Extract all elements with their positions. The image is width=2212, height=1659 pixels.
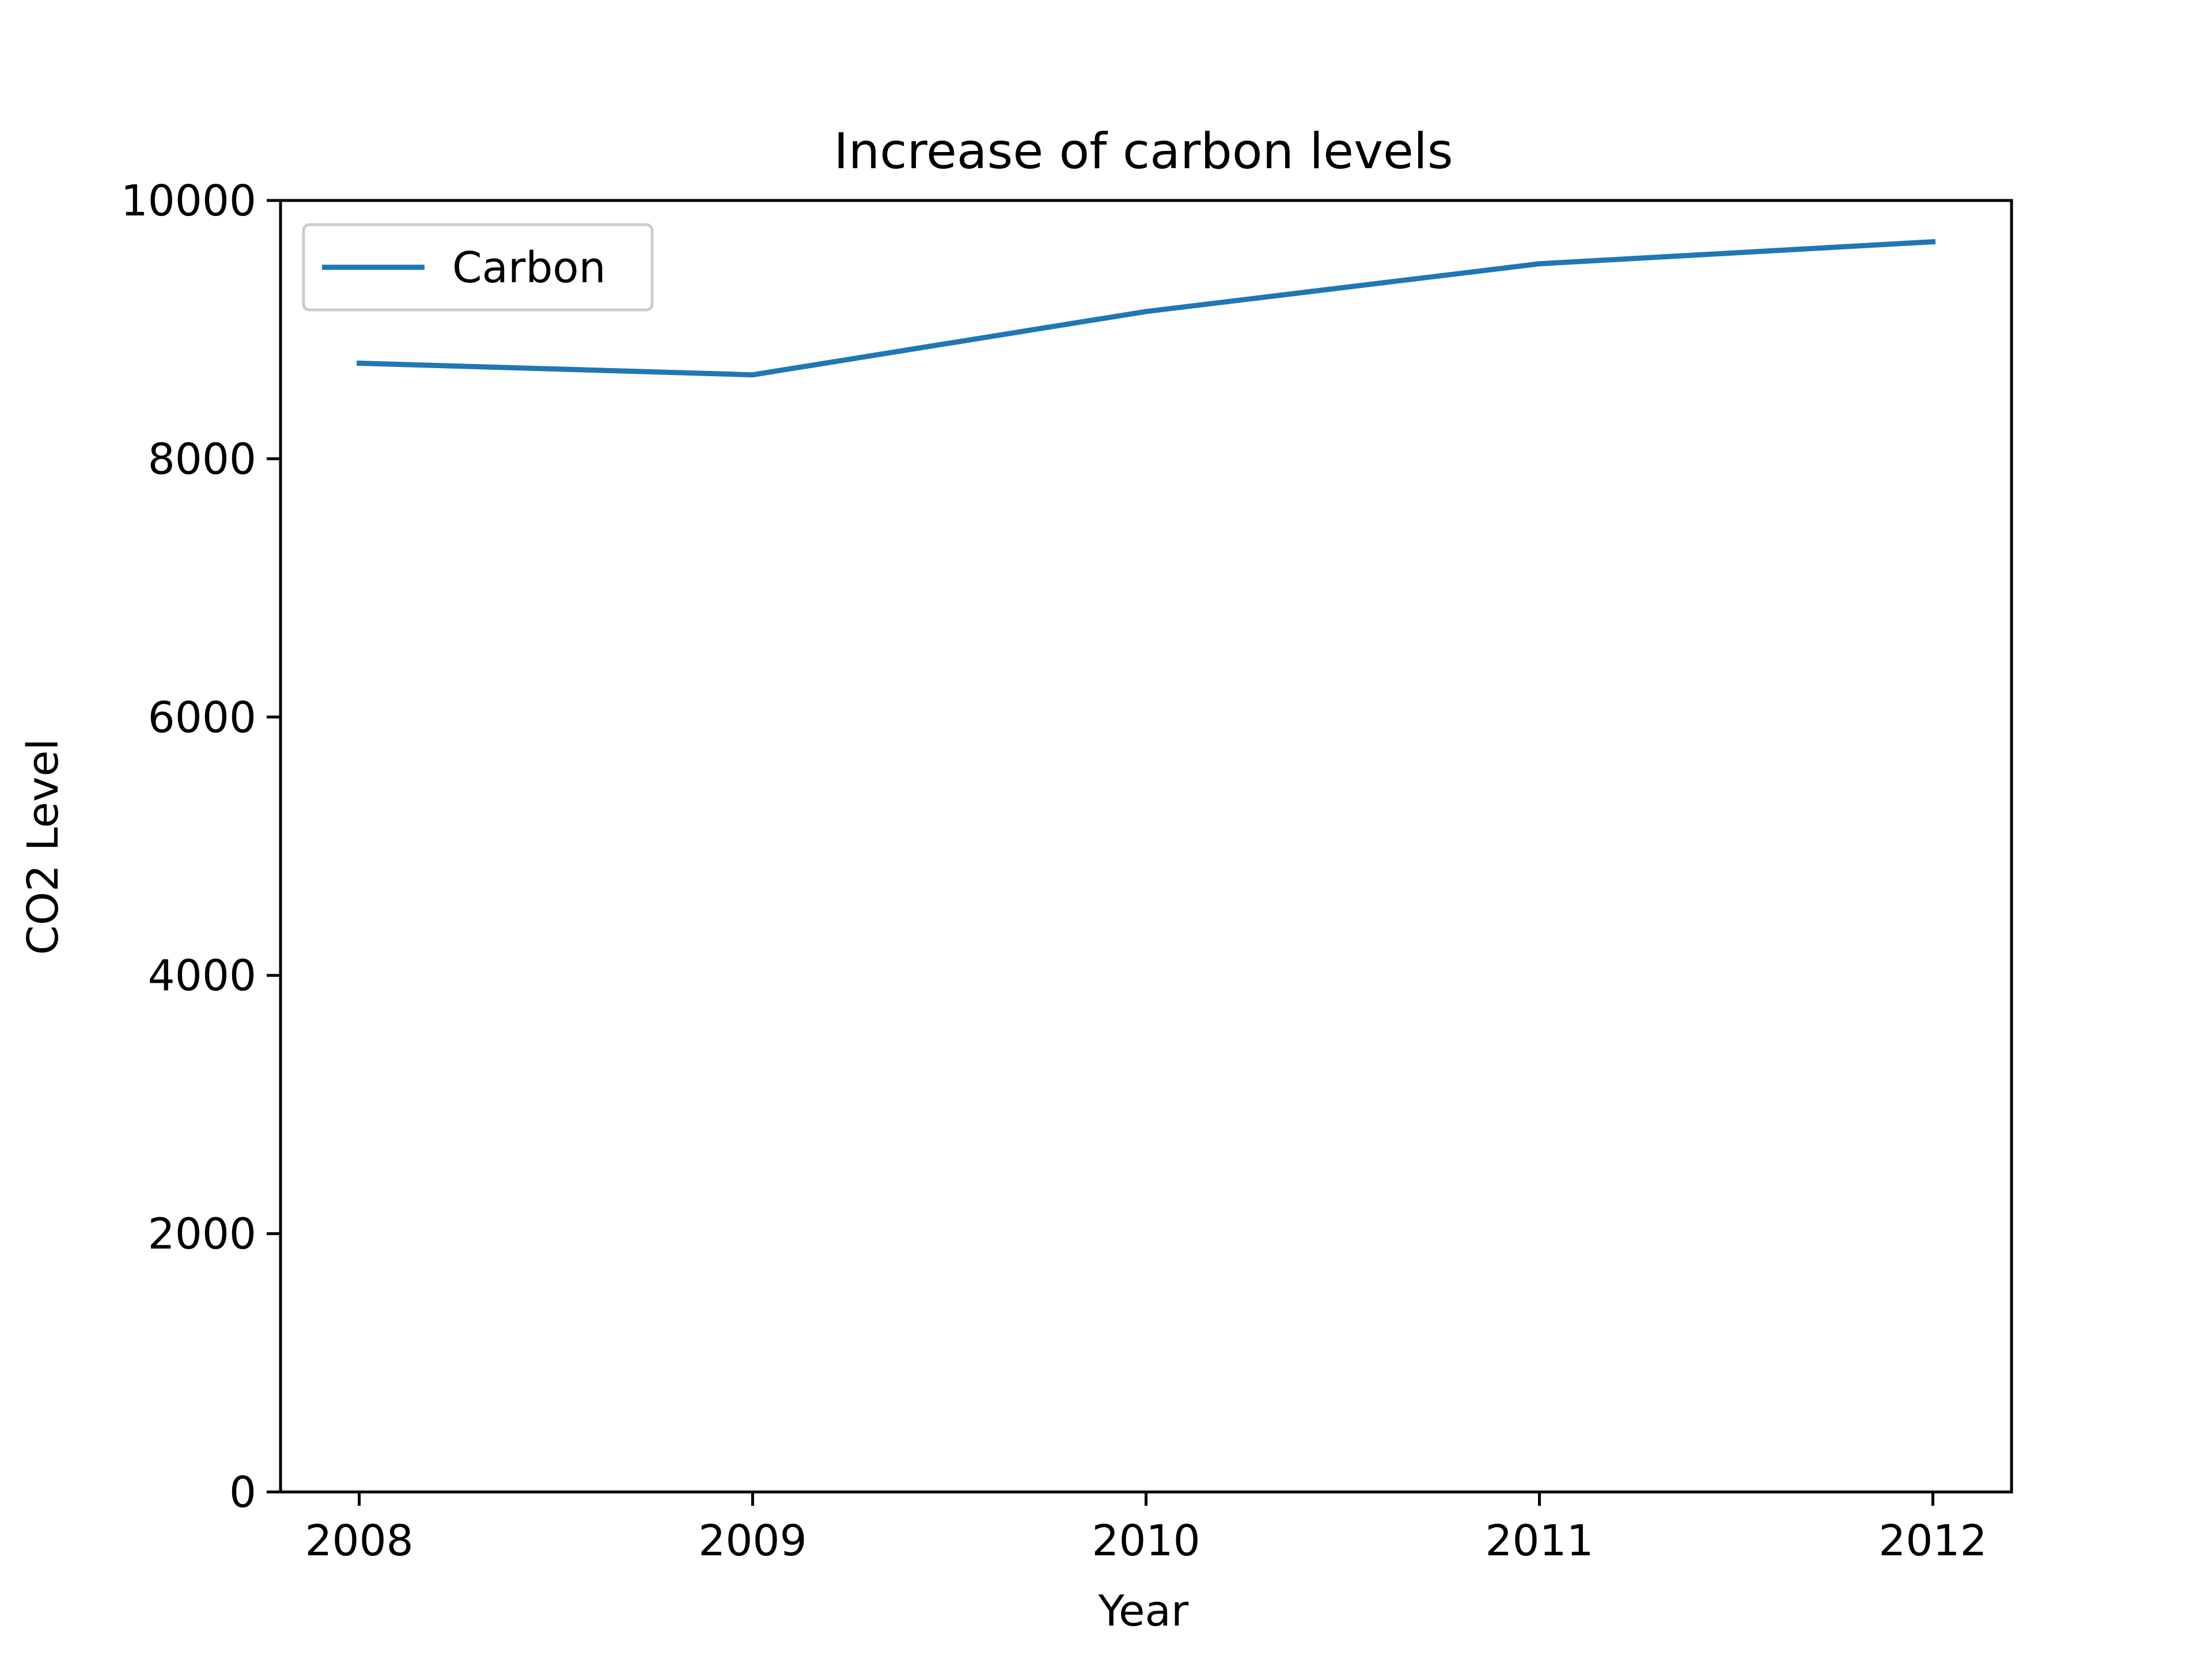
series-layer: [356, 238, 1936, 378]
y-tick-label: 6000: [148, 693, 256, 743]
x-tick-label: 2012: [1878, 1516, 1987, 1566]
series-line-carbon: [356, 238, 1936, 378]
y-tick-label: 2000: [148, 1210, 256, 1259]
chart-title: Increase of carbon levels: [834, 123, 1453, 180]
y-tick-label: 8000: [148, 434, 256, 484]
x-tick-label: 2011: [1485, 1516, 1593, 1566]
x-axis-label: Year: [1098, 1586, 1189, 1636]
y-axis-label: CO2 Level: [18, 738, 68, 955]
plot-area: [279, 199, 2013, 1494]
y-tick-label: 0: [229, 1468, 256, 1517]
x-tick-label: 2010: [1092, 1516, 1200, 1566]
x-tick-label: 2008: [305, 1516, 413, 1566]
y-tick-label: 4000: [148, 951, 256, 1001]
x-tick-label: 2009: [698, 1516, 806, 1566]
axes-frame: [279, 199, 2013, 1494]
legend: Carbon: [302, 223, 654, 312]
y-axis: 0 2000 4000 6000 8000 10000: [121, 176, 281, 1517]
y-tick-label: 10000: [121, 176, 256, 226]
x-axis: 2008 2009 2010 2011 2012: [305, 1492, 1987, 1566]
legend-box: [302, 223, 654, 312]
legend-label: Carbon: [452, 243, 606, 293]
